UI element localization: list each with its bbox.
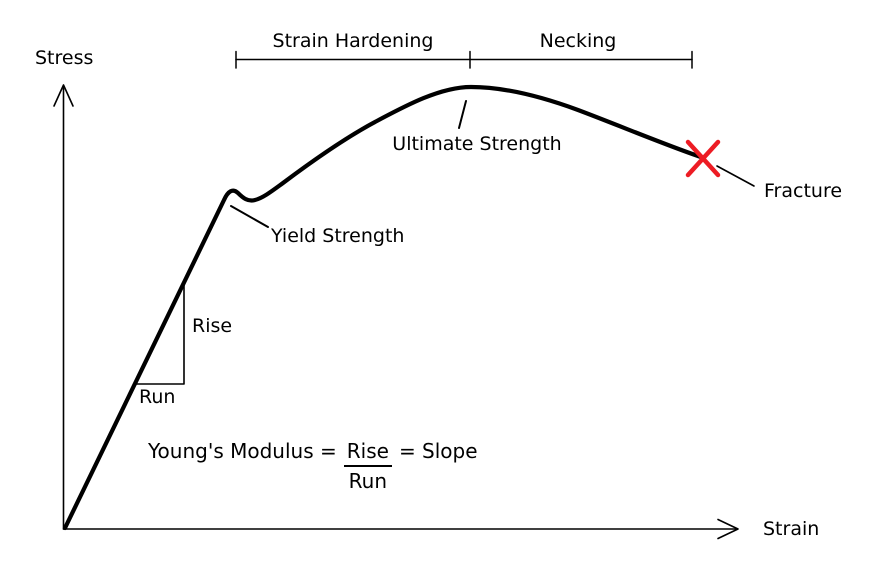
fracture-label: Fracture bbox=[764, 180, 843, 202]
yield-strength-label: Yield Strength bbox=[271, 225, 405, 247]
ultimate-pointer-line bbox=[458, 100, 467, 129]
ultimate-strength-label: Ultimate Strength bbox=[392, 133, 562, 155]
stress-strain-curve bbox=[62, 84, 704, 531]
y-axis-arrowhead-icon bbox=[53, 84, 74, 107]
formula-lhs: Young's Modulus = bbox=[148, 439, 337, 463]
run-label: Run bbox=[139, 386, 176, 408]
rise-run-triangle bbox=[134, 282, 185, 385]
yield-pointer-line bbox=[230, 205, 269, 228]
strain-hardening-label: Strain Hardening bbox=[272, 30, 434, 52]
stress-axis-label: Stress bbox=[35, 47, 94, 69]
formula-numerator: Rise bbox=[343, 439, 392, 467]
fracture-pointer-line bbox=[716, 165, 755, 187]
formula-fraction: Rise Run bbox=[343, 439, 392, 494]
strain-axis-label: Strain bbox=[763, 518, 820, 540]
formula-rhs: = Slope bbox=[398, 439, 478, 463]
black-linework bbox=[53, 50, 755, 540]
formula-denominator: Run bbox=[348, 469, 388, 493]
necking-label: Necking bbox=[539, 30, 617, 52]
fracture-x-icon bbox=[685, 139, 721, 178]
youngs-modulus-formula: Young's Modulus = Rise Run = Slope bbox=[148, 439, 478, 494]
rise-label: Rise bbox=[192, 315, 233, 337]
x-axis-arrowhead-icon bbox=[717, 518, 739, 540]
